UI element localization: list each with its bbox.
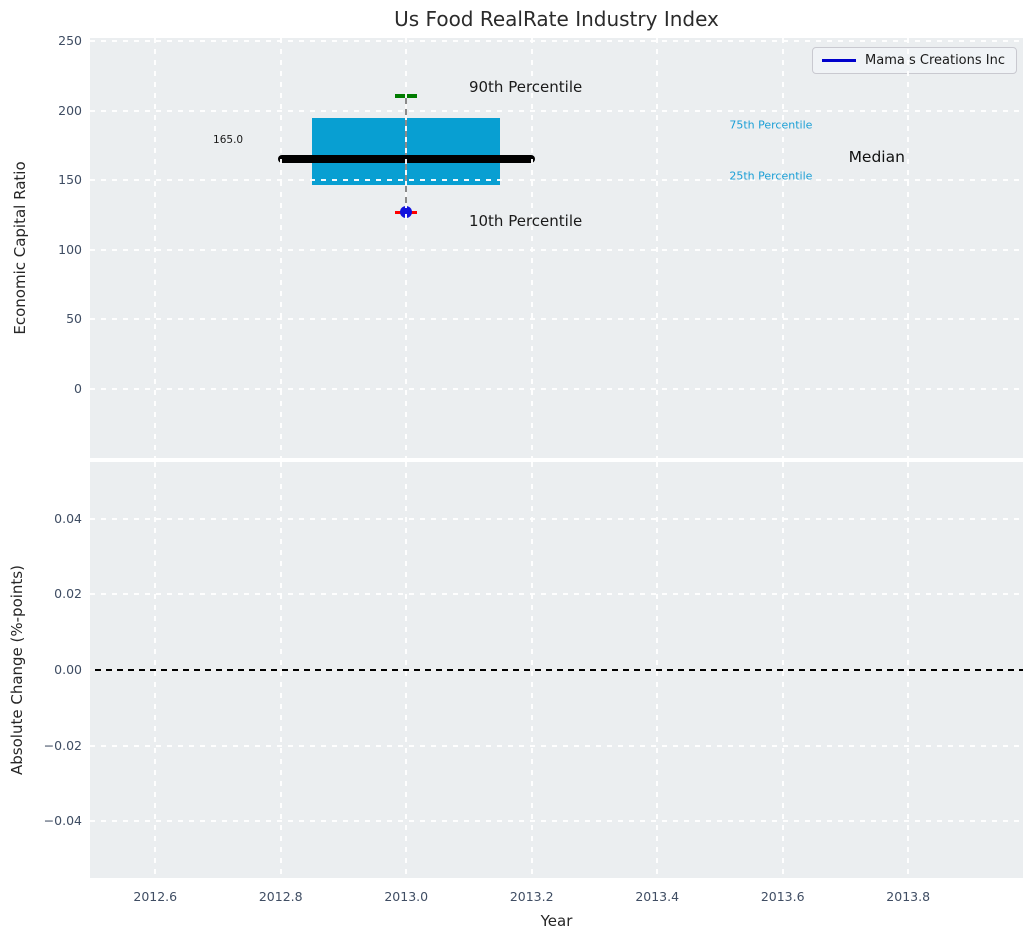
y-tick-label: 50 — [66, 311, 82, 327]
x-tick-label: 2013.2 — [509, 889, 554, 904]
y-tick-label: 0.00 — [54, 662, 82, 677]
x-tick-label: 2012.8 — [258, 889, 303, 904]
gridline-horizontal — [90, 669, 1023, 671]
annotation-75th-percentile: 75th Percentile — [729, 118, 813, 132]
gridline-horizontal — [90, 40, 1023, 42]
annotation-10th-percentile: 10th Percentile — [468, 211, 583, 230]
annotation-165-0: 165.0 — [213, 133, 244, 146]
top-plot-area: Mama s Creations Inc 165.0 90th Percentil… — [90, 38, 1023, 458]
annotation-25th-percentile: 25th Percentile — [729, 169, 813, 183]
legend-label: Mama s Creations Inc — [865, 53, 1005, 68]
gridline-vertical — [907, 38, 910, 458]
y-tick-label: 0 — [74, 380, 82, 396]
gridline-horizontal — [90, 593, 1023, 596]
y-tick-label: −0.04 — [43, 813, 82, 829]
gridline-vertical — [530, 38, 533, 458]
y-tick-label: 200 — [58, 102, 82, 118]
gridline-horizontal — [90, 744, 1023, 747]
gridline-vertical — [279, 38, 282, 458]
x-tick-label: 2013.8 — [886, 889, 931, 904]
gridline-horizontal — [90, 517, 1023, 520]
bottom-plot-area — [90, 462, 1023, 878]
legend: Mama s Creations Inc — [812, 47, 1017, 74]
gridline-horizontal — [90, 388, 1023, 390]
gridline-horizontal — [90, 318, 1023, 321]
gridline-horizontal — [90, 179, 1023, 182]
annotation-90th-percentile: 90th Percentile — [468, 77, 583, 96]
chart-title: Us Food RealRate Industry Index — [394, 7, 719, 31]
y-tick-label: 0.02 — [54, 586, 82, 602]
y-tick-label: 100 — [58, 241, 82, 257]
gridline-horizontal — [90, 248, 1023, 251]
y-tick-label: −0.02 — [43, 737, 82, 753]
gridline-vertical — [781, 38, 784, 458]
gridline-horizontal — [90, 820, 1023, 823]
x-axis-label: Year — [540, 912, 573, 930]
gridline-vertical — [656, 38, 659, 458]
annotation-median: Median — [848, 148, 905, 167]
y-tick-label: 250 — [58, 33, 82, 49]
x-tick-label: 2013.6 — [760, 889, 805, 904]
gridline-vertical — [405, 38, 408, 458]
x-tick-label: 2012.6 — [133, 889, 178, 904]
y-tick-label: 0.04 — [54, 510, 82, 526]
y-tick-label: 150 — [58, 172, 82, 188]
x-tick-label: 2013.0 — [384, 889, 429, 904]
x-tick-label: 2013.4 — [635, 889, 680, 904]
gridline-vertical — [154, 38, 157, 458]
gridline-horizontal — [90, 109, 1023, 112]
legend-line-sample — [822, 59, 857, 62]
